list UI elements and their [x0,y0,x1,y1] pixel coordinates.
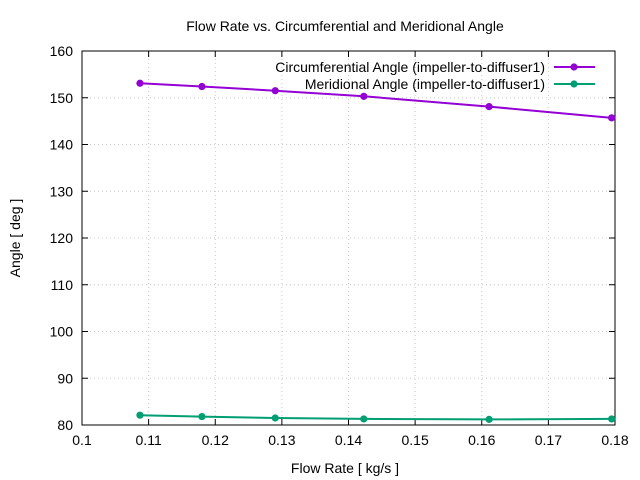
legend-swatch-marker-1 [570,80,578,88]
x-tick-label: 0.14 [335,432,362,448]
x-tick-label: 0.16 [468,432,495,448]
x-tick-label: 0.12 [202,432,229,448]
y-tick-label: 130 [50,183,74,199]
x-tick-label: 0.13 [268,432,295,448]
axis-ticks: 80 90 100 110 120 130 140 150 160 0.1 0.11 0.12 0.13… [50,43,629,448]
data-point-0 [198,82,206,91]
data-point-0 [271,87,279,95]
y-tick-label: 150 [50,90,74,106]
data-point-0 [485,103,493,111]
data-point-1 [198,412,206,421]
y-tick-label: 120 [50,230,74,246]
legend-label-0: Circumferential Angle (impeller-to-diffu… [275,59,545,75]
y-tick-label: 140 [50,137,74,153]
data-point-1 [608,415,616,423]
chart-title: Flow Rate vs. Circumferential and Meridi… [186,18,504,34]
series-line-0 [139,82,612,119]
x-axis-label: Flow Rate [ kg/s ] [291,460,399,476]
data-point-1 [271,414,279,422]
data-point-1 [136,411,144,419]
x-tick-label: 0.11 [136,432,162,448]
data-point-0 [360,92,368,100]
data-point-1 [485,415,493,423]
y-tick-label: 80 [57,417,73,433]
legend-label-1: Meridional Angle (impeller-to-diffuser1) [305,76,545,92]
legend-swatch-marker-0 [570,63,578,71]
data-point-0 [136,79,144,87]
y-axis-label: Angle [ deg ] [7,199,23,278]
data-point-0 [608,114,616,122]
x-tick-label: 0.1 [72,432,92,448]
y-tick-label: 100 [50,324,74,340]
y-tick-label: 90 [57,370,73,386]
series-line-1 [139,414,612,421]
grid [82,51,615,425]
y-tick-label: 110 [51,277,74,293]
series-group [136,79,616,423]
x-tick-label: 0.18 [601,432,628,448]
data-point-1 [360,415,368,423]
x-tick-label: 0.15 [402,432,429,448]
legend: Circumferential Angle (impeller-to-diffu… [275,59,595,92]
y-tick-label: 160 [50,43,74,59]
x-tick-label: 0.17 [535,432,562,448]
